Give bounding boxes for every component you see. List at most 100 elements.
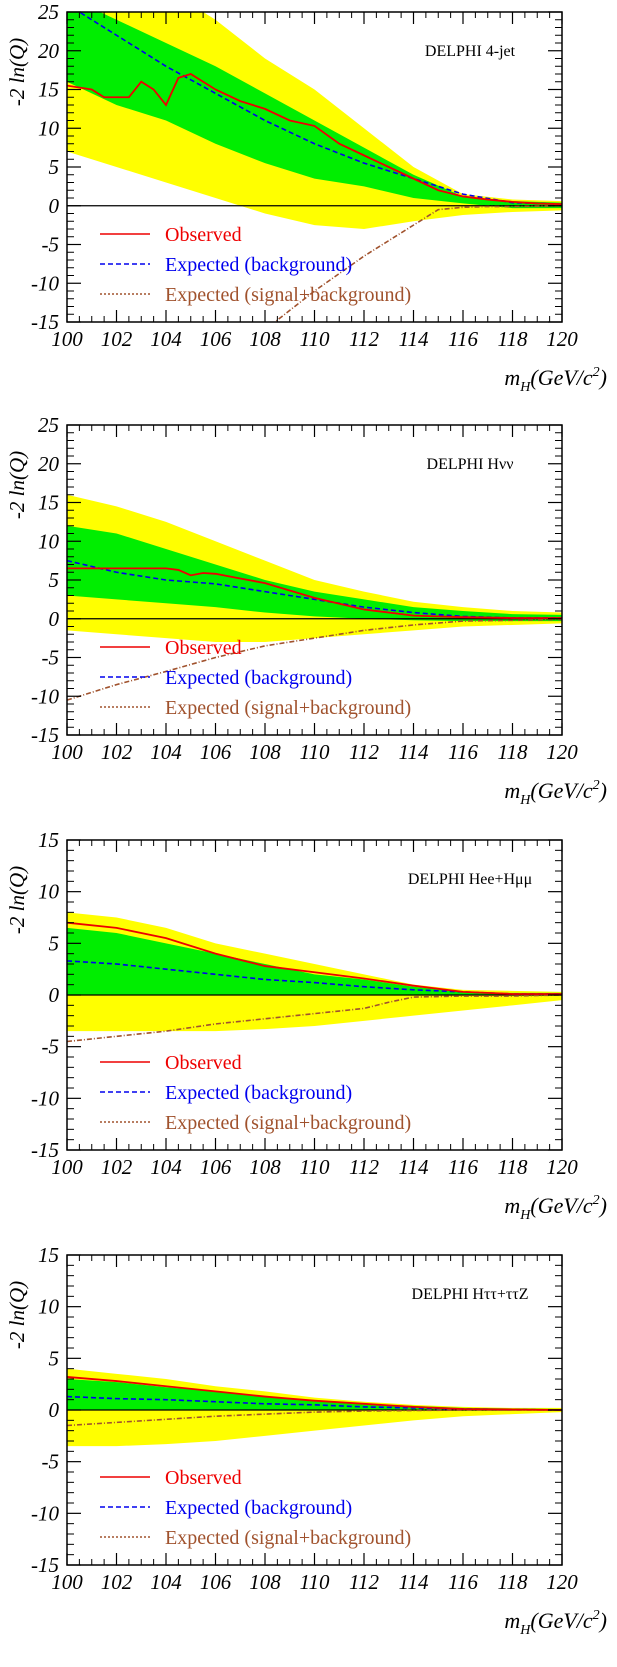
band-1sigma bbox=[67, 12, 562, 209]
y-tick-label: 10 bbox=[38, 116, 60, 140]
series-expected-background bbox=[67, 960, 562, 995]
legend-label-expected-bkg: Expected (background) bbox=[165, 667, 352, 689]
x-axis-label-sup: 2 bbox=[593, 1193, 600, 1208]
x-tick-label: 116 bbox=[448, 1155, 478, 1179]
x-tick-label: 110 bbox=[300, 1155, 330, 1179]
x-axis-label-sup: 2 bbox=[593, 365, 600, 380]
x-tick-label: 108 bbox=[249, 1570, 281, 1594]
chart-panel-1: 100 102 104 106 108 110 112 114 116 118 120-15-10-… bbox=[5, 0, 607, 395]
band-1sigma bbox=[67, 927, 562, 995]
y-tick-label: 0 bbox=[49, 607, 60, 631]
x-tick-label: 118 bbox=[498, 1570, 528, 1594]
x-axis-label: mH(GeV/c2) bbox=[504, 1193, 607, 1223]
x-axis-label: mH(GeV/c2) bbox=[504, 778, 607, 808]
x-tick-label: 104 bbox=[150, 740, 182, 764]
y-tick-label: 10 bbox=[38, 1295, 60, 1319]
x-tick-label: 110 bbox=[300, 327, 330, 351]
x-tick-label: 108 bbox=[249, 327, 281, 351]
series-expected-signal bbox=[273, 204, 562, 322]
x-tick-label: 106 bbox=[200, 1155, 232, 1179]
x-tick-label: 108 bbox=[249, 1155, 281, 1179]
y-tick-label: 5 bbox=[49, 931, 60, 955]
legend-label-expected-bkg: Expected (background) bbox=[165, 254, 352, 276]
x-tick-label: 110 bbox=[300, 1570, 330, 1594]
x-axis-label-unit: (GeV/c bbox=[530, 1193, 593, 1218]
y-tick-label: -5 bbox=[42, 1450, 60, 1474]
y-axis-label: -2 ln(Q) bbox=[5, 38, 29, 106]
x-tick-label: 102 bbox=[101, 740, 133, 764]
y-tick-label: 25 bbox=[38, 0, 59, 24]
y-tick-label: -10 bbox=[31, 1501, 59, 1525]
x-axis-label-sub: H bbox=[519, 1208, 531, 1223]
y-tick-label: 15 bbox=[38, 828, 59, 852]
band-1sigma bbox=[67, 1379, 562, 1410]
x-tick-label: 112 bbox=[349, 740, 379, 764]
y-axis-label: -2 ln(Q) bbox=[5, 866, 29, 934]
x-axis-label-sup: 2 bbox=[593, 1608, 600, 1623]
x-tick-label: 100 bbox=[51, 1155, 83, 1179]
y-tick-label: 5 bbox=[49, 155, 60, 179]
y-tick-label: 10 bbox=[38, 880, 60, 904]
x-tick-label: 100 bbox=[51, 740, 83, 764]
x-axis-label-m: m bbox=[504, 778, 520, 803]
x-axis-label-m: m bbox=[504, 365, 520, 390]
series-observed bbox=[67, 1376, 562, 1411]
x-tick-label: 116 bbox=[448, 327, 478, 351]
series-observed bbox=[67, 567, 562, 619]
x-tick-label: 120 bbox=[546, 327, 578, 351]
y-tick-label: 5 bbox=[49, 568, 60, 592]
legend-label-observed: Observed bbox=[165, 1052, 242, 1074]
y-tick-label: 0 bbox=[49, 194, 60, 218]
x-tick-label: 106 bbox=[200, 740, 232, 764]
x-tick-label: 102 bbox=[101, 1155, 133, 1179]
legend-label-observed: Observed bbox=[165, 224, 242, 246]
y-tick-label: 25 bbox=[38, 413, 59, 437]
y-tick-label: -15 bbox=[31, 723, 59, 747]
y-tick-label: -10 bbox=[31, 1086, 59, 1110]
x-axis-label-m: m bbox=[504, 1608, 520, 1633]
x-tick-label: 114 bbox=[399, 740, 429, 764]
x-tick-label: 114 bbox=[399, 1570, 429, 1594]
x-axis-label-unit: (GeV/c bbox=[530, 1608, 593, 1633]
legend-label-observed: Observed bbox=[165, 637, 242, 659]
y-axis-label: -2 ln(Q) bbox=[5, 1281, 29, 1349]
y-tick-label: 20 bbox=[38, 39, 60, 63]
x-tick-label: 118 bbox=[498, 1155, 528, 1179]
x-tick-label: 102 bbox=[101, 327, 133, 351]
x-tick-label: 106 bbox=[200, 1570, 232, 1594]
legend-label-expected-sig: Expected (signal+background) bbox=[165, 1527, 411, 1549]
series-observed bbox=[67, 921, 562, 995]
series-expected-background bbox=[77, 12, 562, 205]
x-tick-label: 120 bbox=[546, 1570, 578, 1594]
x-axis-label-close: ) bbox=[598, 1608, 607, 1633]
plot-area bbox=[67, 1368, 562, 1447]
x-tick-label: 118 bbox=[498, 327, 528, 351]
x-tick-label: 108 bbox=[249, 740, 281, 764]
y-tick-label: -10 bbox=[31, 271, 59, 295]
legend: Observed Expected (background) Expected (s… bbox=[100, 637, 411, 719]
legend: Observed Expected (background) Expected (s… bbox=[100, 1052, 411, 1134]
x-tick-label: 120 bbox=[546, 740, 578, 764]
y-tick-label: -5 bbox=[42, 1035, 60, 1059]
x-tick-label: 106 bbox=[200, 327, 232, 351]
chart-panel-2: 100 102 104 106 108 110 112 114 116 118 120-15-10-… bbox=[5, 413, 607, 808]
x-tick-label: 110 bbox=[300, 740, 330, 764]
x-axis-label-sup: 2 bbox=[593, 778, 600, 793]
y-tick-label: 5 bbox=[49, 1346, 60, 1370]
x-tick-label: 104 bbox=[150, 1570, 182, 1594]
x-axis-label-sub: H bbox=[519, 1623, 531, 1638]
x-axis-label-close: ) bbox=[598, 365, 607, 390]
x-tick-label: 116 bbox=[448, 1570, 478, 1594]
legend-label-expected-sig: Expected (signal+background) bbox=[165, 1112, 411, 1134]
panel-title: DELPHI Hee+Hμμ bbox=[408, 871, 532, 888]
panel-title: DELPHI Hνν bbox=[427, 456, 514, 473]
x-tick-label: 120 bbox=[546, 1155, 578, 1179]
plot-area bbox=[67, 12, 562, 322]
legend-label-observed: Observed bbox=[165, 1467, 242, 1489]
y-tick-label: 15 bbox=[38, 1243, 59, 1267]
x-tick-label: 100 bbox=[51, 1570, 83, 1594]
x-axis-label-close: ) bbox=[598, 1193, 607, 1218]
legend: Observed Expected (background) Expected (s… bbox=[100, 224, 411, 306]
y-tick-label: -5 bbox=[42, 646, 60, 670]
